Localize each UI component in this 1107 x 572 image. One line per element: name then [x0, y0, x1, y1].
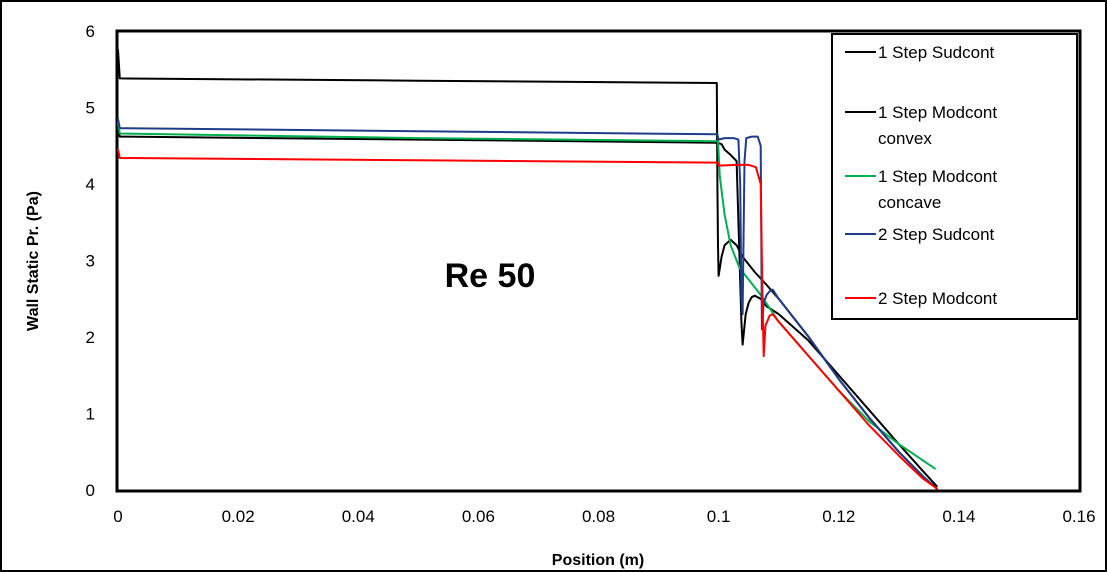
y-tick-label: 0 [86, 481, 95, 500]
x-tick-label: 0.08 [582, 507, 615, 526]
y-tick-label: 1 [86, 405, 95, 424]
x-tick-label: 0 [113, 507, 122, 526]
y-axis-ticks: 0 1 2 3 4 5 6 [86, 22, 95, 500]
x-tick-label: 0.04 [342, 507, 375, 526]
legend-label: convex [878, 129, 932, 148]
x-tick-label: 0.1 [707, 507, 731, 526]
legend-label: 2 Step Sudcont [878, 225, 995, 244]
x-tick-label: 0.16 [1062, 507, 1095, 526]
legend-label: 1 Step Modcont [878, 103, 997, 122]
y-tick-label: 5 [86, 99, 95, 118]
x-axis-ticks: 0 0.02 0.04 0.06 0.08 0.1 0.12 0.14 0.16 [113, 507, 1095, 526]
legend-label: 1 Step Sudcont [878, 43, 995, 62]
series-line-2 [117, 127, 938, 488]
series-layer [117, 49, 938, 490]
x-tick-label: 0.12 [822, 507, 855, 526]
legend-label: concave [878, 193, 941, 212]
legend-label: 2 Step Modcont [878, 289, 997, 308]
plot-area-border [115, 29, 1082, 493]
x-axis-title: Position (m) [552, 552, 644, 569]
legend-label: 1 Step Modcont [878, 167, 997, 186]
y-tick-label: 2 [86, 328, 95, 347]
series-line-5 [117, 148, 938, 490]
y-axis-title: Wall Static Pr. (Pa) [25, 191, 42, 331]
x-tick-label: 0.06 [462, 507, 495, 526]
series-line-3 [117, 121, 936, 470]
y-tick-label: 6 [86, 22, 95, 41]
re-annotation: Re 50 [445, 257, 536, 295]
legend: 1 Step Sudcont 1 Step Modcont convex 1 Step… [845, 43, 997, 308]
y-tick-label: 4 [86, 175, 95, 194]
x-tick-label: 0.02 [222, 507, 255, 526]
y-tick-label: 3 [86, 252, 95, 271]
x-tick-label: 0.14 [942, 507, 975, 526]
series-line-4 [117, 118, 938, 490]
